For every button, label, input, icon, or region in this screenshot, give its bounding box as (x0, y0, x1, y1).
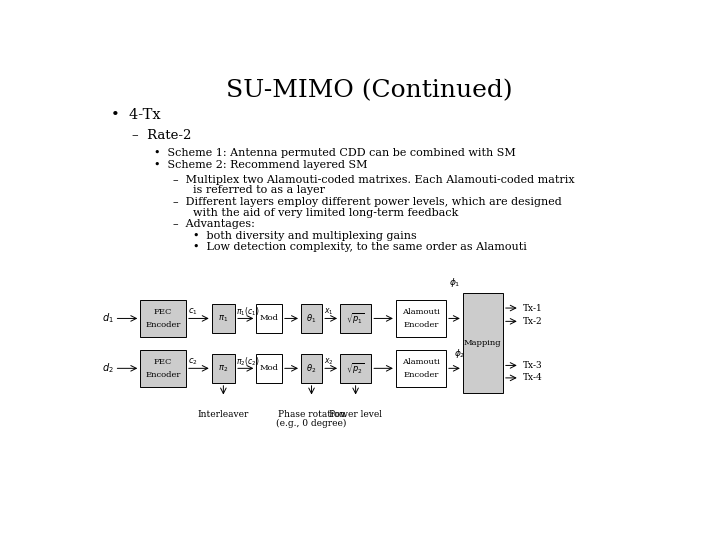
Text: $\phi_1$: $\phi_1$ (449, 276, 460, 289)
Text: –  Multiplex two Alamouti-coded matrixes. Each Alamouti-coded matrix: – Multiplex two Alamouti-coded matrixes.… (173, 174, 575, 185)
Text: –  Advantages:: – Advantages: (173, 219, 254, 230)
Text: $d_1$: $d_1$ (102, 312, 114, 325)
Text: with the aid of very limited long-term feedback: with the aid of very limited long-term f… (193, 208, 459, 218)
Text: Mapping: Mapping (464, 339, 502, 347)
Text: Encoder: Encoder (145, 321, 181, 329)
Text: –  Different layers employ different power levels, which are designed: – Different layers employ different powe… (173, 197, 562, 207)
Text: Tx-2: Tx-2 (523, 317, 542, 326)
Text: •  both diversity and multiplexing gains: • both diversity and multiplexing gains (193, 231, 417, 241)
Text: $\sqrt{p_1}$: $\sqrt{p_1}$ (346, 311, 365, 326)
Text: Encoder: Encoder (403, 321, 438, 329)
Bar (212, 304, 235, 333)
Text: (e.g., 0 degree): (e.g., 0 degree) (276, 419, 347, 428)
Text: •  Scheme 2: Recommend layered SM: • Scheme 2: Recommend layered SM (154, 160, 368, 170)
Text: Mod: Mod (260, 314, 279, 322)
Text: $\pi_1$: $\pi_1$ (218, 313, 228, 323)
Text: $c_2$: $c_2$ (188, 356, 197, 367)
Text: Tx-4: Tx-4 (523, 373, 542, 382)
Bar (256, 304, 282, 333)
Text: $\pi_2$: $\pi_2$ (218, 363, 228, 374)
Text: FEC: FEC (154, 357, 172, 366)
Bar (463, 293, 503, 393)
Text: $\pi_1(c_1)$: $\pi_1(c_1)$ (236, 306, 260, 318)
Text: $\sqrt{p_2}$: $\sqrt{p_2}$ (346, 361, 365, 376)
Bar (140, 349, 186, 387)
Text: Phase rotation: Phase rotation (278, 410, 345, 419)
Bar (396, 300, 446, 337)
Text: $\pi_2(c_2)$: $\pi_2(c_2)$ (236, 355, 260, 368)
Text: Alamouti: Alamouti (402, 357, 440, 366)
Text: –  Rate-2: – Rate-2 (132, 129, 192, 142)
Text: FEC: FEC (154, 308, 172, 316)
Bar (340, 304, 372, 333)
Text: •  4-Tx: • 4-Tx (111, 109, 161, 123)
Text: $\theta_2$: $\theta_2$ (307, 362, 317, 375)
Text: $\phi_2$: $\phi_2$ (454, 347, 466, 360)
Text: Encoder: Encoder (145, 371, 181, 379)
Text: Mod: Mod (260, 364, 279, 373)
Text: Power level: Power level (329, 410, 382, 419)
Bar (340, 354, 372, 383)
Text: Encoder: Encoder (403, 371, 438, 379)
Text: is referred to as a layer: is referred to as a layer (193, 185, 325, 195)
Text: $x_1$: $x_1$ (324, 307, 333, 317)
Bar (256, 354, 282, 383)
Bar (140, 300, 186, 337)
Text: $c_1$: $c_1$ (188, 307, 197, 317)
Text: Tx-3: Tx-3 (523, 361, 542, 370)
Text: Alamouti: Alamouti (402, 308, 440, 316)
Bar (212, 354, 235, 383)
Text: Tx-1: Tx-1 (523, 303, 542, 313)
Text: $x_2$: $x_2$ (324, 356, 333, 367)
Bar (301, 354, 322, 383)
Bar (396, 349, 446, 387)
Bar (301, 304, 322, 333)
Text: $\theta_1$: $\theta_1$ (307, 312, 317, 325)
Text: Interleaver: Interleaver (198, 410, 249, 419)
Text: SU-MIMO (Continued): SU-MIMO (Continued) (225, 79, 513, 103)
Text: •  Low detection complexity, to the same order as Alamouti: • Low detection complexity, to the same … (193, 242, 527, 252)
Text: $d_2$: $d_2$ (102, 361, 114, 375)
Text: •  Scheme 1: Antenna permuted CDD can be combined with SM: • Scheme 1: Antenna permuted CDD can be … (154, 148, 516, 158)
